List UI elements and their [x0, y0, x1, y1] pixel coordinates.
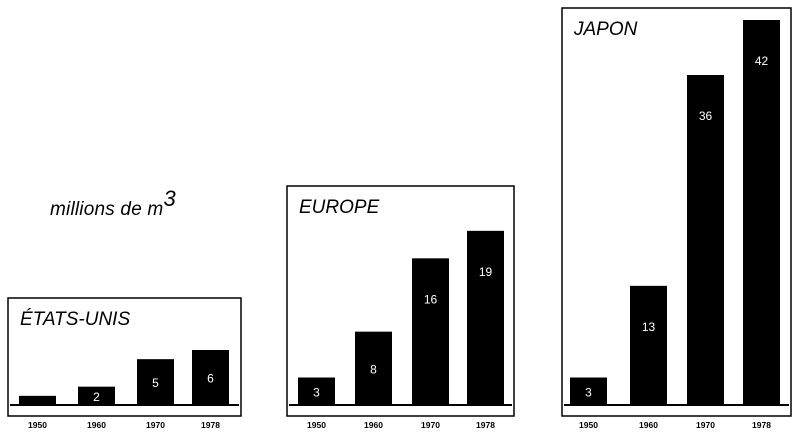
panel-title: EUROPE	[299, 197, 380, 218]
bar	[467, 230, 504, 405]
x-tick-label: 1960	[639, 420, 658, 430]
x-tick-label: 1978	[752, 420, 771, 430]
panel-title: ÉTATS-UNIS	[20, 309, 130, 330]
x-tick-label: 1970	[696, 420, 715, 430]
unit-label-text: millions de m	[50, 199, 164, 220]
panel-title: JAPON	[573, 19, 638, 40]
bar-value-label: 36	[699, 109, 713, 123]
bar	[298, 377, 335, 405]
unit-label: millions de m3	[50, 186, 176, 221]
bar	[743, 20, 780, 405]
bar-value-label: 2	[93, 390, 100, 404]
bar	[570, 377, 607, 405]
bar-value-label: 6	[207, 372, 214, 386]
bar-value-label: 3	[313, 385, 320, 399]
x-tick-label: 1978	[201, 420, 220, 430]
bar	[137, 359, 174, 405]
bar	[19, 395, 56, 405]
bar	[78, 386, 115, 405]
x-tick-label: 1970	[146, 420, 165, 430]
bar-value-label: 5	[152, 376, 159, 390]
bar	[630, 285, 667, 405]
bar-value-label: 42	[755, 54, 769, 68]
bar	[192, 350, 229, 405]
bar-value-label: 8	[370, 362, 377, 376]
bar	[412, 258, 449, 405]
x-tick-label: 1970	[421, 420, 440, 430]
x-tick-label: 1950	[579, 420, 598, 430]
x-tick-label: 1950	[28, 420, 47, 430]
bar-value-label: 13	[642, 320, 656, 334]
bar-value-label: 3	[585, 385, 592, 399]
bar	[687, 75, 724, 405]
panel-frame	[561, 7, 792, 417]
panel-frame	[7, 297, 242, 417]
x-tick-label: 1978	[476, 420, 495, 430]
unit-label-superscript: 3	[163, 186, 176, 211]
x-tick-label: 1960	[87, 420, 106, 430]
bar-value-label: 19	[479, 265, 493, 279]
panel-frame	[286, 185, 515, 417]
bar-value-label: 16	[424, 292, 438, 306]
x-tick-label: 1950	[307, 420, 326, 430]
bar	[355, 331, 392, 405]
x-tick-label: 1960	[364, 420, 383, 430]
